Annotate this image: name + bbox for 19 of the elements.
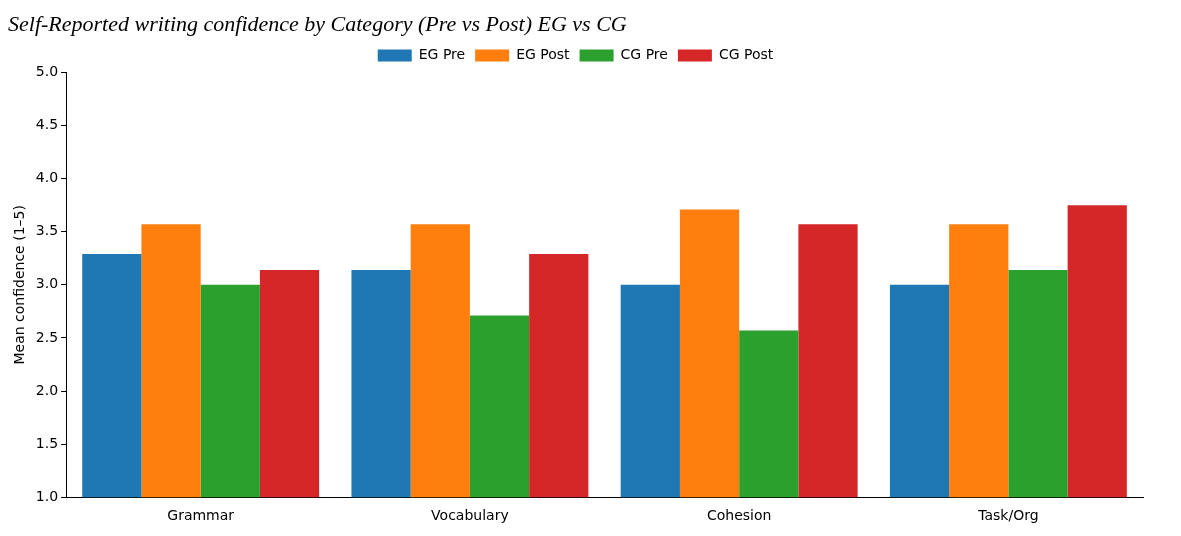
y-tick-label: 3.5 — [35, 222, 59, 239]
legend-label: CG Pre — [620, 46, 668, 63]
y-tick-label: 1.0 — [35, 487, 59, 504]
y-axis-title: Mean confidence (1–5) — [11, 205, 28, 365]
x-tick-label: Grammar — [167, 507, 235, 524]
x-tick-label: Task/Org — [977, 507, 1039, 524]
y-tick-label: 2.0 — [35, 381, 59, 398]
x-tick-label: Vocabulary — [431, 507, 509, 524]
y-tick-label: 2.5 — [35, 328, 59, 345]
chart-title: Self-Reported writing confidence by Category (Pre vs Post) EG vs CG — [8, 10, 627, 36]
y-tick-label: 3.0 — [35, 275, 59, 292]
legend-label: EG Pre — [418, 46, 466, 63]
y-tick-label: 5.0 — [35, 63, 59, 80]
legend-label: CG Post — [718, 46, 774, 63]
y-tick-label: 4.0 — [35, 169, 59, 186]
y-tick-label: 1.5 — [35, 434, 59, 451]
y-tick-label: 4.5 — [35, 116, 59, 133]
legend-label: EG Post — [516, 46, 571, 63]
x-tick-label: Cohesion — [706, 507, 772, 524]
